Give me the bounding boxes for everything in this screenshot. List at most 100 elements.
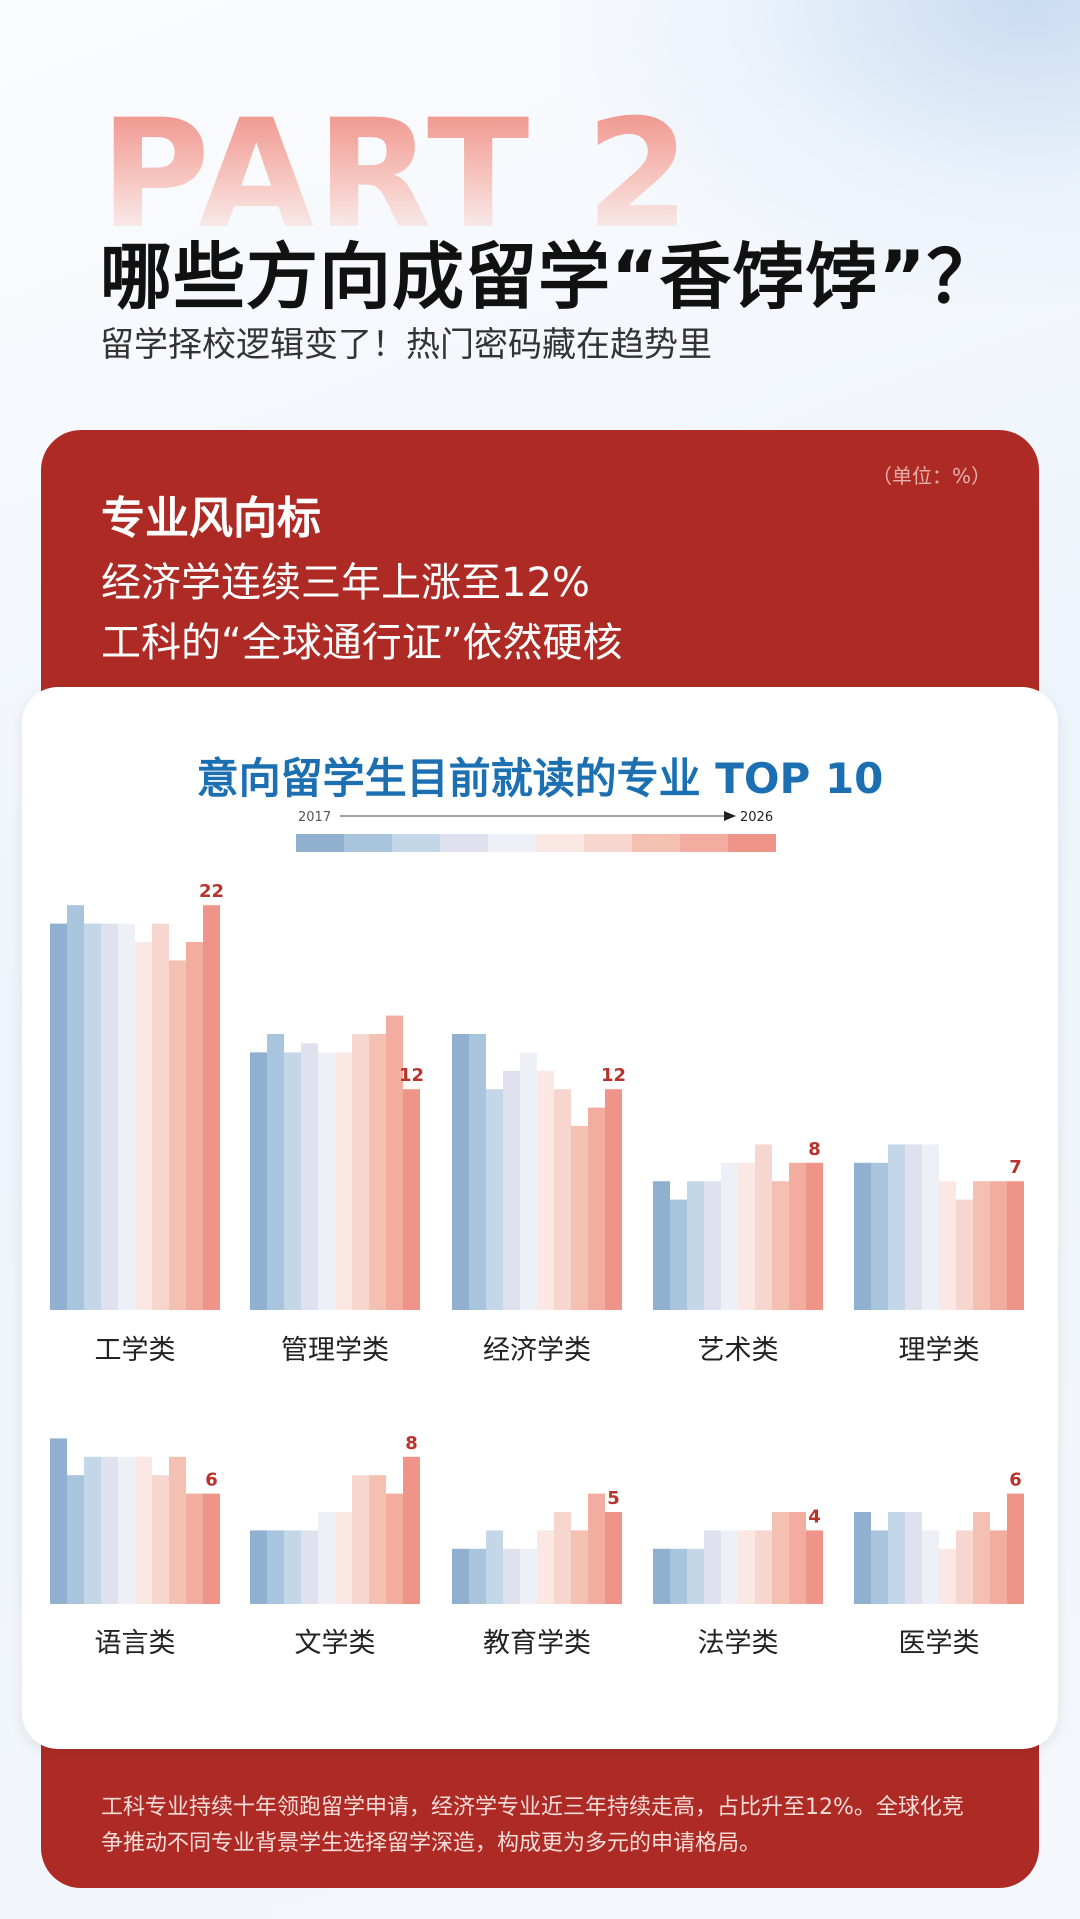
bar-法学类-2025 [789, 1512, 806, 1604]
bar-管理学类-2022 [335, 1052, 352, 1310]
legend-swatch-2017 [296, 834, 344, 852]
bar-文学类-2022 [335, 1512, 352, 1604]
bar-法学类-2020 [704, 1530, 721, 1604]
bar-教育学类-2020 [503, 1548, 520, 1604]
bar-艺术类-2024 [772, 1181, 789, 1310]
bar-教育学类-2024 [571, 1530, 588, 1604]
bar-经济学类-2021 [520, 1052, 537, 1310]
bar-医学类-2020 [905, 1512, 922, 1604]
bar-工学类-2026 [203, 905, 220, 1310]
value-label-文学类: 8 [405, 1433, 418, 1454]
bar-语言类-2021 [118, 1456, 135, 1604]
bar-工学类-2024 [169, 960, 186, 1310]
bar-经济学类-2022 [537, 1070, 554, 1310]
page-subtitle: 留学择校逻辑变了！热门密码藏在趋势里 [100, 325, 712, 365]
legend-swatch-2023 [584, 834, 632, 852]
bar-法学类-2023 [755, 1530, 772, 1604]
legend-start-label: 2017 [298, 810, 331, 825]
value-label-管理学类: 12 [399, 1065, 424, 1086]
value-label-艺术类: 8 [808, 1139, 821, 1160]
category-label-经济学类: 经济学类 [483, 1335, 591, 1366]
bar-理学类-2026 [1007, 1181, 1024, 1310]
bar-艺术类-2025 [789, 1162, 806, 1310]
bar-工学类-2017 [50, 923, 67, 1310]
bar-经济学类-2020 [503, 1070, 520, 1310]
value-label-语言类: 6 [205, 1470, 218, 1491]
category-label-语言类: 语言类 [95, 1628, 176, 1659]
page-title: 哪些方向成留学“香饽饽”？ [100, 235, 1000, 319]
value-label-医学类: 6 [1009, 1470, 1022, 1491]
bar-医学类-2024 [973, 1512, 990, 1604]
bar-管理学类-2018 [267, 1034, 284, 1310]
bar-艺术类-2023 [755, 1144, 772, 1310]
bar-艺术类-2019 [687, 1181, 704, 1310]
bar-语言类-2019 [84, 1456, 101, 1604]
bar-工学类-2022 [135, 942, 152, 1310]
bar-语言类-2020 [101, 1456, 118, 1604]
card-line-1: 经济学连续三年上涨至12% [101, 560, 590, 606]
category-label-理学类: 理学类 [899, 1335, 980, 1366]
category-label-医学类: 医学类 [899, 1628, 980, 1659]
category-label-工学类: 工学类 [95, 1335, 176, 1366]
bar-医学类-2021 [922, 1530, 939, 1604]
bar-工学类-2019 [84, 923, 101, 1310]
bar-管理学类-2024 [369, 1034, 386, 1310]
bar-经济学类-2026 [605, 1089, 622, 1310]
bar-教育学类-2026 [605, 1512, 622, 1604]
bar-工学类-2018 [67, 905, 84, 1310]
legend-swatch-2024 [632, 834, 680, 852]
legend-end-label: 2026 [740, 810, 773, 825]
bar-医学类-2025 [990, 1530, 1007, 1604]
bar-理学类-2021 [922, 1144, 939, 1310]
legend-arrow-head [724, 811, 736, 821]
bar-语言类-2022 [135, 1456, 152, 1604]
category-label-法学类: 法学类 [698, 1628, 779, 1659]
value-label-教育学类: 5 [607, 1488, 620, 1509]
legend-swatch-2020 [440, 834, 488, 852]
legend-swatch-2021 [488, 834, 536, 852]
chart-title: 意向留学生目前就读的专业 TOP 10 [196, 754, 884, 803]
bar-文学类-2026 [403, 1456, 420, 1604]
category-label-管理学类: 管理学类 [281, 1335, 389, 1366]
legend-swatch-2018 [344, 834, 392, 852]
bar-管理学类-2023 [352, 1034, 369, 1310]
legend-swatch-2022 [536, 834, 584, 852]
value-label-经济学类: 12 [601, 1065, 626, 1086]
bar-管理学类-2017 [250, 1052, 267, 1310]
bar-文学类-2018 [267, 1530, 284, 1604]
bar-法学类-2026 [806, 1530, 823, 1604]
bar-文学类-2024 [369, 1475, 386, 1604]
bar-艺术类-2018 [670, 1199, 687, 1310]
bar-医学类-2026 [1007, 1493, 1024, 1604]
bar-教育学类-2023 [554, 1512, 571, 1604]
footnote: 工科专业持续十年领跑留学申请，经济学专业近三年持续走高，占比升至12%。全球化竞… [101, 1795, 964, 1856]
bar-经济学类-2018 [469, 1034, 486, 1310]
bar-医学类-2022 [939, 1548, 956, 1604]
chart-card: 意向留学生目前就读的专业 TOP 10 2017 2026 22 工学类 12 管理学类 1… [22, 687, 1058, 1749]
bar-法学类-2017 [653, 1548, 670, 1604]
bar-艺术类-2022 [738, 1162, 755, 1310]
bar-教育学类-2022 [537, 1530, 554, 1604]
bar-管理学类-2026 [403, 1089, 420, 1310]
value-label-理学类: 7 [1009, 1157, 1022, 1178]
bar-医学类-2018 [871, 1530, 888, 1604]
unit-note: （单位：%） [871, 464, 991, 488]
value-label-工学类: 22 [199, 881, 224, 902]
bar-艺术类-2021 [721, 1162, 738, 1310]
bar-文学类-2021 [318, 1512, 335, 1604]
bar-理学类-2025 [990, 1181, 1007, 1310]
card-heading: 专业风向标 [101, 493, 321, 544]
bar-教育学类-2025 [588, 1493, 605, 1604]
bar-理学类-2017 [854, 1162, 871, 1310]
bar-法学类-2021 [721, 1530, 738, 1604]
bar-经济学类-2017 [452, 1034, 469, 1310]
bar-文学类-2017 [250, 1530, 267, 1604]
bar-文学类-2025 [386, 1493, 403, 1604]
bar-法学类-2024 [772, 1512, 789, 1604]
category-label-教育学类: 教育学类 [483, 1628, 591, 1659]
bar-医学类-2019 [888, 1512, 905, 1604]
bar-理学类-2018 [871, 1162, 888, 1310]
bar-工学类-2025 [186, 942, 203, 1310]
bar-管理学类-2021 [318, 1052, 335, 1310]
bar-教育学类-2019 [486, 1530, 503, 1604]
